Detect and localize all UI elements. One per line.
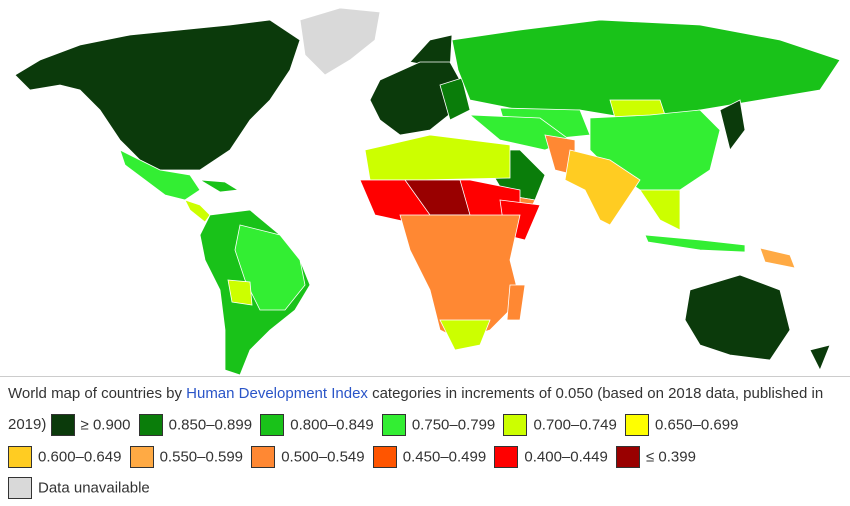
indonesia — [644, 234, 746, 253]
world-map — [14, 7, 841, 376]
japan — [719, 99, 746, 151]
greenland — [299, 7, 381, 76]
legend-swatch — [503, 414, 528, 437]
new-guinea — [759, 247, 796, 269]
legend-item: 0.400–0.449 — [494, 441, 608, 473]
new-zealand — [809, 344, 831, 371]
legend-item: 0.700–0.749 — [503, 409, 617, 441]
legend-item: 0.550–0.599 — [129, 441, 244, 473]
europe — [369, 61, 461, 136]
caption-suffix: categories in increments of 0.050 (based… — [8, 385, 824, 433]
legend-item: Data unavailable — [8, 472, 150, 504]
legend-label: 0.650–0.699 — [655, 416, 739, 434]
legend-swatch — [251, 445, 276, 468]
caption-prefix: World map of countries by — [8, 385, 187, 402]
north-america — [14, 19, 301, 171]
legend-swatch — [138, 414, 163, 437]
legend-item: ≥ 0.900 — [50, 409, 131, 441]
legend-swatch — [50, 414, 75, 437]
legend-item: 0.800–0.849 — [260, 409, 374, 441]
legend-label: 0.750–0.799 — [411, 416, 496, 434]
legend-label: Data unavailable — [38, 479, 150, 497]
legend-item: 0.850–0.899 — [138, 409, 253, 441]
legend-item: 0.500–0.549 — [251, 441, 365, 473]
legend-swatch — [8, 477, 32, 500]
legend-swatch — [381, 414, 406, 437]
legend-label: 0.450–0.499 — [402, 448, 487, 466]
legend-item: 0.600–0.649 — [8, 441, 121, 473]
legend-label: ≥ 0.900 — [80, 416, 131, 434]
legend-label: ≤ 0.399 — [645, 448, 696, 466]
legend-item: 0.750–0.799 — [381, 409, 496, 441]
legend-label: 0.800–0.849 — [290, 416, 374, 434]
legend-swatch — [494, 445, 519, 468]
north-africa — [364, 134, 511, 181]
legend-label: 0.550–0.599 — [159, 448, 244, 466]
legend-swatch — [615, 445, 640, 468]
india — [564, 149, 641, 226]
bolivia — [227, 279, 253, 306]
australia — [684, 274, 791, 361]
legend-label: 0.500–0.549 — [281, 448, 365, 466]
legend-item: 0.650–0.699 — [625, 409, 738, 441]
legend-item: ≤ 0.399 — [615, 441, 696, 473]
southeast-asia — [639, 189, 681, 231]
legend-label: 0.850–0.899 — [168, 416, 253, 434]
madagascar — [506, 284, 526, 321]
brazil — [234, 224, 306, 311]
legend-item: 0.450–0.499 — [372, 441, 487, 473]
divider — [0, 376, 850, 377]
legend-swatch — [260, 414, 285, 437]
legend-swatch — [129, 445, 154, 468]
southern-africa — [439, 319, 491, 351]
caption: World map of countries by Human Developm… — [8, 378, 844, 504]
caribbean — [199, 179, 240, 193]
legend-swatch — [372, 445, 397, 468]
east-europe — [439, 77, 471, 121]
legend-swatch — [625, 414, 650, 437]
legend-label: 0.700–0.749 — [533, 416, 617, 434]
central-america — [184, 199, 211, 223]
russia — [451, 19, 841, 121]
legend-swatch — [8, 445, 32, 468]
hdi-link[interactable]: Human Development Index — [186, 385, 368, 402]
legend-label: 0.400–0.449 — [524, 448, 608, 466]
legend-label: 0.600–0.649 — [38, 448, 122, 466]
